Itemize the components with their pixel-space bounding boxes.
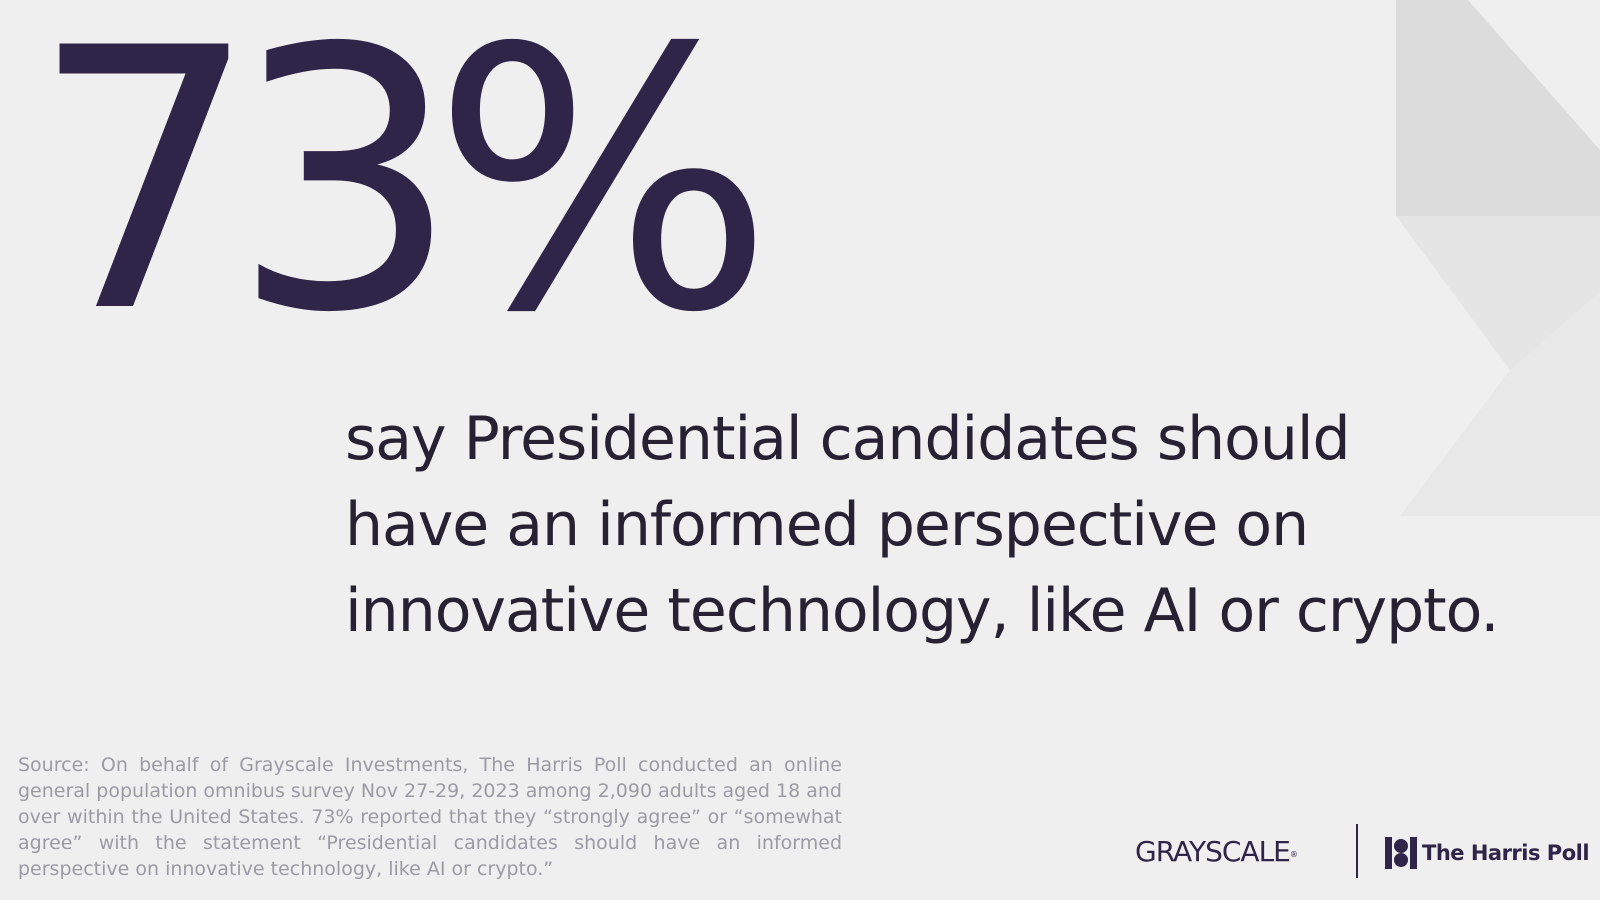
headline: say Presidential candidates should have … xyxy=(345,396,1585,654)
logo-divider xyxy=(1356,824,1358,878)
headline-line-2: have an informed perspective on xyxy=(345,490,1309,560)
background-shape-top xyxy=(1396,0,1600,216)
source-note: Source: On behalf of Grayscale Investmen… xyxy=(18,754,842,880)
grayscale-logo-text: GRAYSCALE xyxy=(1135,835,1291,868)
grayscale-logo: GRAYSCALE® xyxy=(1135,836,1298,868)
harris-poll-logo-text: The Harris Poll xyxy=(1422,841,1590,865)
harris-poll-mark-icon xyxy=(1385,837,1417,869)
grayscale-registered-mark: ® xyxy=(1289,850,1298,859)
logo-bar: GRAYSCALE® The Harris Poll xyxy=(1135,824,1590,878)
headline-line-3: innovative technology, like AI or crypto… xyxy=(345,576,1499,646)
background-shape-bottom xyxy=(1400,292,1600,516)
stat-value: 73% xyxy=(30,0,774,391)
headline-line-1: say Presidential candidates should xyxy=(345,404,1351,474)
